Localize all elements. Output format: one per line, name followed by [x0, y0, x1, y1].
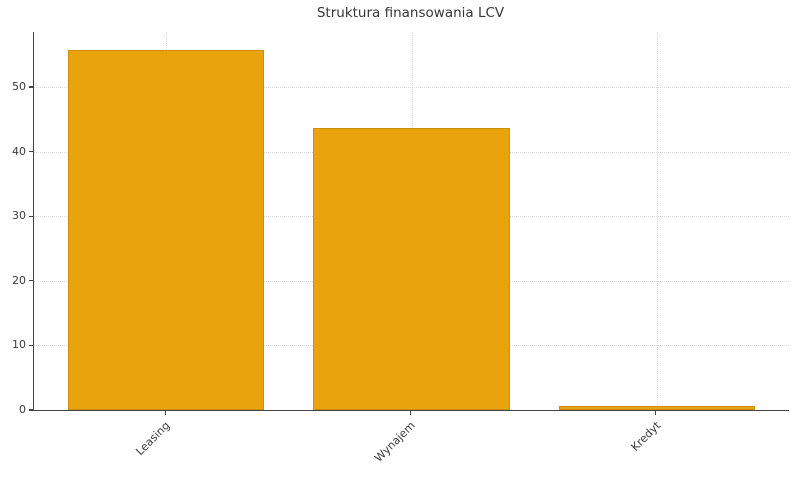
- x-axis-tick: [655, 411, 657, 416]
- x-tick-label: Kredyt: [628, 419, 663, 454]
- y-axis-tick: [29, 344, 33, 346]
- x-tick-label: Wynajem: [372, 419, 418, 465]
- y-tick-label: 20: [12, 273, 26, 287]
- y-axis-tick: [29, 280, 33, 282]
- chart-title: Struktura finansowania LCV: [316, 5, 505, 21]
- y-tick-label: 0: [19, 403, 26, 416]
- x-tick-label: Leasing: [133, 419, 173, 459]
- x-axis-tick: [164, 411, 166, 416]
- bar-leasing: [68, 50, 265, 410]
- y-tick-label: 50: [12, 79, 26, 93]
- x-axis-tick: [409, 411, 412, 416]
- y-axis-tick: [29, 409, 33, 411]
- y-tick-label: 40: [12, 144, 26, 158]
- bar-kredyt: [558, 406, 755, 410]
- bar-wynajem: [313, 127, 510, 410]
- y-axis-tick: [29, 150, 33, 153]
- y-axis-tick: [29, 86, 33, 88]
- y-axis-tick: [29, 215, 33, 217]
- y-tick-label: 30: [12, 209, 26, 223]
- y-tick-label: 10: [12, 338, 26, 352]
- vertical-gridline: [656, 32, 658, 410]
- plot-area: [33, 32, 789, 411]
